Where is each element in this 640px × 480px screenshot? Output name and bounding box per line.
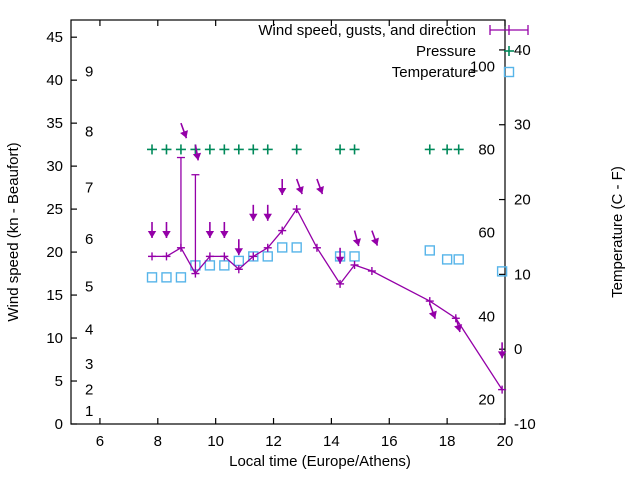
x-tick-label: 20 (497, 433, 514, 450)
wind-direction-arrowhead (180, 130, 188, 139)
wind-direction-arrowhead (295, 186, 304, 195)
y-tick-label: 30 (46, 158, 63, 175)
x-tick-label: 12 (265, 433, 282, 450)
fahrenheit-tick-label: 60 (478, 224, 495, 241)
temperature-marker (175, 272, 187, 283)
wind-direction-arrowhead (371, 237, 379, 246)
y-tick-label: 25 (46, 201, 63, 218)
temperature-marker (441, 254, 453, 265)
y2-axis-fahrenheit-ticks: 20 40 60 80 100 (470, 58, 495, 408)
wind-direction-arrowhead (497, 351, 507, 359)
wind-direction-arrowhead (192, 152, 202, 161)
temperature-marker (219, 260, 230, 271)
wind-direction-arrowhead (205, 231, 215, 238)
y-tick-label: 0 (55, 416, 63, 433)
fahrenheit-tick-label: 20 (478, 391, 495, 408)
legend-swatch-temperature (503, 66, 515, 78)
series-pressure (147, 144, 464, 155)
wind-direction-arrowhead (278, 188, 287, 196)
x-tick-label: 18 (439, 433, 456, 450)
plot-frame (70, 19, 506, 425)
y-axis-title: Wind speed (kn - Beaufort) (5, 142, 22, 321)
temperature-marker (424, 245, 435, 256)
wind-direction-arrowhead (263, 213, 272, 221)
series-wind-speed (147, 122, 507, 394)
beaufort-tick-label: 8 (85, 124, 93, 141)
beaufort-tick-label: 1 (85, 403, 93, 420)
x-axis-title: Local time (Europe/Athens) (229, 453, 411, 470)
fahrenheit-tick-label: 100 (470, 58, 495, 75)
legend-label: Temperature (392, 64, 476, 81)
wind-direction-arrowhead (316, 186, 324, 195)
temperature-marker (262, 251, 273, 262)
y-tick-label: 45 (46, 29, 63, 46)
y-tick-label: 10 (46, 330, 63, 347)
y2-tick-label: 0 (514, 341, 522, 358)
wind-direction-arrowhead (234, 248, 244, 256)
x-tick-label: 8 (154, 433, 162, 450)
temperature-marker (496, 266, 508, 277)
wind-direction-arrowhead (249, 213, 258, 221)
x-tick-label: 6 (96, 433, 104, 450)
y2-tick-label: 30 (514, 117, 531, 134)
beaufort-tick-label: 4 (85, 321, 93, 338)
y-tick-label: 35 (46, 115, 63, 132)
y2-tick-label: 40 (514, 42, 531, 59)
axis-box (70, 19, 506, 425)
temperature-marker (146, 272, 158, 283)
wind-direction-arrowhead (335, 256, 345, 264)
fahrenheit-tick-label: 40 (478, 308, 495, 325)
wind-direction-arrowhead (352, 238, 361, 247)
temperature-marker (161, 272, 172, 283)
y2-tick-label: 10 (514, 266, 531, 283)
beaufort-tick-label: 5 (85, 278, 93, 295)
temperature-marker (248, 251, 259, 262)
y2-axis-celsius-ticks: -10 0 10 20 30 40 (499, 42, 536, 433)
y2-tick-label: 20 (514, 192, 531, 209)
y2-tick-label: -10 (514, 416, 536, 433)
temperature-marker (349, 251, 360, 262)
wind-direction-arrowhead (428, 310, 437, 319)
temperature-marker (277, 242, 288, 253)
legend: Wind speed, gusts, and direction Pressure… (258, 22, 529, 81)
beaufort-tick-label: 3 (85, 356, 93, 373)
temperature-marker (204, 260, 216, 271)
beaufort-tick-label: 2 (85, 382, 93, 399)
wind-direction-arrowhead (147, 231, 157, 238)
wind-direction-arrowhead (454, 324, 463, 333)
legend-label: Wind speed, gusts, and direction (258, 22, 476, 39)
wind-direction-arrowhead (162, 231, 171, 238)
x-tick-label: 14 (323, 433, 340, 450)
temperature-marker (291, 242, 302, 253)
y-tick-label: 5 (55, 373, 63, 390)
legend-label: Pressure (416, 43, 476, 60)
x-tick-label: 16 (381, 433, 398, 450)
y2-axis-title: Temperature (C - F) (609, 166, 626, 298)
temperature-marker (453, 254, 464, 265)
y-axis-beaufort-ticks: 1 2 3 4 5 6 7 8 9 (85, 64, 93, 421)
beaufort-tick-label: 6 (85, 231, 93, 248)
fahrenheit-tick-label: 80 (478, 141, 495, 158)
y-tick-label: 20 (46, 244, 63, 261)
y-tick-label: 15 (46, 287, 63, 304)
y-axis-knots-ticks: 0 5 10 15 20 25 30 35 40 45 (46, 29, 77, 433)
y-tick-label: 40 (46, 72, 63, 89)
wind-direction-arrowhead (220, 231, 229, 238)
beaufort-tick-label: 7 (85, 180, 93, 197)
beaufort-tick-label: 9 (85, 64, 93, 81)
x-tick-label: 10 (207, 433, 224, 450)
wind-speed-line (152, 207, 503, 390)
x-axis-ticks: 6 8 10 12 14 16 18 20 (96, 20, 514, 450)
